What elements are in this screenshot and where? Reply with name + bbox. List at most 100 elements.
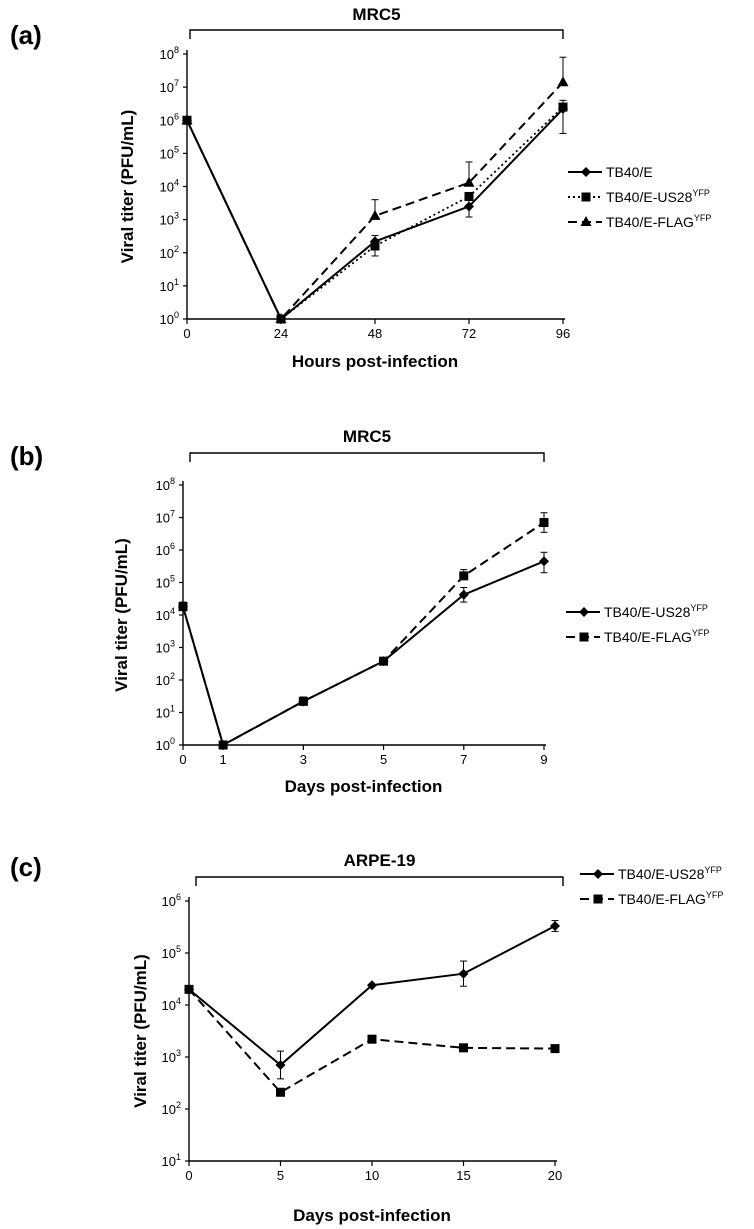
series-line: [182, 560, 545, 747]
data-point-marker: [458, 589, 469, 600]
legend-label: TB40/E-US28YFP: [604, 603, 708, 620]
data-point-marker: [367, 1034, 377, 1044]
cell-line-label: MRC5: [352, 5, 400, 24]
x-tick-label: 5: [380, 752, 387, 767]
legend-label: TB40/E-FLAGYFP: [604, 628, 709, 645]
bracket-line: [195, 876, 564, 886]
panel-label: (a): [10, 20, 42, 50]
data-point-marker: [539, 518, 549, 528]
x-axis-title: Days post-infection: [285, 777, 443, 796]
x-tick-label: 9: [540, 752, 547, 767]
chart-panel-a: (a) MRC5 100 101 102 103 104 105 106 107 108 0 24 48 7…: [10, 5, 711, 371]
series-3: [181, 56, 569, 323]
y-tick-label: 107: [156, 509, 175, 526]
chart-panel-b: (b) MRC5 100 101 102 103 104 105 106 107 108 0 1 3 5 7 9…: [10, 427, 709, 796]
series-1: [178, 551, 549, 750]
legend-entry: TB40/E-FLAGYFP: [568, 213, 711, 230]
x-tick-label: 0: [183, 326, 190, 341]
data-point-marker: [181, 114, 193, 125]
series-2: [178, 512, 549, 750]
data-point-marker: [184, 984, 194, 994]
y-tick-label: 108: [160, 45, 179, 62]
data-point-marker: [275, 313, 287, 323]
y-tick-label: 104: [160, 178, 179, 195]
bracket-line: [189, 452, 545, 462]
data-point-marker: [459, 1043, 468, 1053]
data-point-marker: [298, 696, 308, 706]
data-point-marker: [367, 980, 377, 991]
legend-label: TB40/E: [606, 164, 653, 180]
y-tick-label: 103: [162, 1048, 181, 1065]
y-tick-label: 106: [162, 892, 181, 909]
y-tick-label: 105: [156, 574, 175, 591]
data-point-marker: [550, 921, 560, 932]
series-1: [184, 920, 560, 1080]
y-tick-label: 103: [160, 211, 179, 228]
legend-swatch-marker: [593, 869, 603, 879]
x-tick-label: 0: [179, 752, 186, 767]
x-tick-label: 72: [462, 326, 476, 341]
y-tick-label: 108: [156, 476, 175, 493]
data-point-marker: [459, 571, 469, 581]
y-tick-label: 102: [160, 244, 179, 261]
legend-entry: TB40/E-FLAGYFP: [566, 628, 709, 645]
y-tick-label: 100: [160, 310, 179, 327]
y-tick-label: 101: [162, 1152, 181, 1169]
y-tick-label: 105: [162, 944, 181, 961]
x-tick-label: 20: [548, 1168, 562, 1183]
x-tick-label: 48: [368, 326, 382, 341]
data-point-marker: [539, 556, 549, 567]
data-point-marker: [550, 1044, 560, 1054]
legend-entry: TB40/E-FLAGYFP: [580, 890, 723, 907]
x-tick-label: 15: [456, 1168, 470, 1183]
y-tick-label: 106: [160, 111, 179, 128]
y-axis-title: Viral titer (PFU/mL): [131, 954, 150, 1108]
legend-swatch-marker: [593, 894, 603, 904]
y-tick-label: 104: [162, 996, 181, 1013]
legend-entry: TB40/E-US28YFP: [568, 188, 710, 205]
legend-swatch-marker: [579, 632, 589, 642]
data-point-marker: [464, 191, 474, 201]
y-tick-label: 106: [156, 541, 175, 558]
data-point-marker: [275, 1060, 286, 1071]
y-tick-label: 107: [160, 78, 179, 95]
y-tick-label: 105: [160, 144, 179, 161]
y-tick-label: 102: [162, 1100, 181, 1117]
series-line: [188, 925, 556, 1067]
y-tick-label: 103: [156, 639, 175, 656]
series-2: [184, 984, 560, 1097]
legend-entry: TB40/E-US28YFP: [580, 865, 722, 882]
y-axis-title: Viral titer (PFU/mL): [112, 538, 131, 692]
cell-line-label: MRC5: [343, 427, 391, 446]
data-point-marker: [218, 740, 228, 750]
legend-label: TB40/E-FLAGYFP: [618, 890, 723, 907]
data-point-marker: [458, 968, 469, 979]
chart-panel-c: (c) ARPE-19 101 102 103 104 105 106 0 5 10 15 20 Days…: [10, 851, 723, 1225]
data-point-marker: [370, 241, 380, 251]
x-tick-label: 0: [185, 1168, 192, 1183]
panel-label: (c): [10, 852, 42, 882]
bracket-line: [189, 29, 564, 39]
data-point-marker: [558, 102, 568, 112]
x-tick-label: 10: [365, 1168, 379, 1183]
panel-label: (b): [10, 441, 43, 471]
legend-swatch-marker: [581, 167, 591, 177]
legend-label: TB40/E-US28YFP: [606, 188, 710, 205]
legend-entry: TB40/E: [568, 164, 653, 180]
y-axis-title: Viral titer (PFU/mL): [118, 110, 137, 264]
data-point-marker: [178, 602, 188, 612]
legend-swatch-marker: [579, 607, 589, 617]
data-point-marker: [463, 176, 475, 187]
legend-label: TB40/E-FLAGYFP: [606, 213, 711, 230]
x-tick-label: 96: [556, 326, 570, 341]
x-tick-label: 5: [277, 1168, 284, 1183]
y-tick-label: 100: [156, 736, 175, 753]
x-tick-label: 3: [300, 752, 307, 767]
y-tick-label: 101: [160, 277, 179, 294]
legend-swatch-marker: [581, 192, 591, 202]
x-tick-label: 1: [219, 752, 226, 767]
legend-label: TB40/E-US28YFP: [618, 865, 722, 882]
legend-swatch-marker: [580, 216, 592, 226]
y-tick-label: 101: [156, 704, 175, 721]
